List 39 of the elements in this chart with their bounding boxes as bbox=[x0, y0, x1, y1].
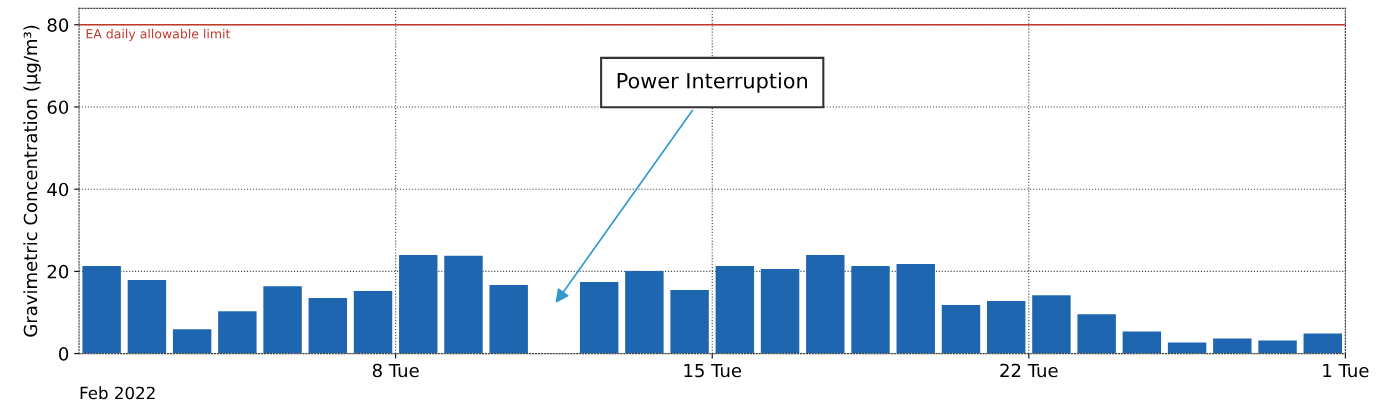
bar bbox=[308, 298, 348, 354]
x-tick-label: 22 Tue bbox=[1000, 363, 1058, 378]
bar bbox=[986, 300, 1026, 354]
x-tick-label: 8 Tue bbox=[372, 363, 419, 378]
annotation: Power Interruption bbox=[617, 72, 807, 93]
bar bbox=[1303, 333, 1342, 354]
bar bbox=[444, 255, 483, 354]
bar bbox=[1258, 340, 1297, 354]
y-axis-title: Gravimetric Concentration (µg/m³) bbox=[23, 25, 41, 337]
bar bbox=[1122, 331, 1162, 354]
bar bbox=[127, 280, 167, 354]
x-tick-label: 15 Tue bbox=[684, 363, 742, 378]
bar bbox=[1077, 314, 1116, 354]
bar bbox=[1213, 338, 1252, 354]
y-tick-label: 40 bbox=[47, 182, 69, 197]
x-tick-label: 1 Tue bbox=[1323, 363, 1369, 378]
bar bbox=[670, 289, 709, 354]
bar bbox=[579, 282, 619, 354]
bar bbox=[172, 329, 212, 354]
y-tick-label: 0 bbox=[59, 347, 69, 361]
y-tick-label: 20 bbox=[47, 264, 69, 279]
bar bbox=[218, 311, 257, 354]
bar bbox=[896, 263, 935, 354]
y-tick-label: 60 bbox=[47, 100, 69, 115]
bar bbox=[263, 286, 302, 354]
bar bbox=[625, 270, 664, 354]
y-tick-label: 80 bbox=[47, 18, 69, 32]
bar bbox=[82, 266, 121, 354]
bar bbox=[399, 254, 438, 354]
bar bbox=[760, 268, 800, 354]
bar bbox=[941, 305, 981, 354]
bar bbox=[1032, 295, 1071, 354]
bar bbox=[353, 291, 393, 354]
x-axis-title: Feb 2022 bbox=[80, 386, 155, 400]
ref-line-label: EA daily allowable limit bbox=[86, 28, 231, 41]
bar bbox=[806, 254, 845, 354]
bar bbox=[489, 284, 528, 354]
bar bbox=[851, 266, 890, 354]
bar bbox=[715, 266, 755, 354]
